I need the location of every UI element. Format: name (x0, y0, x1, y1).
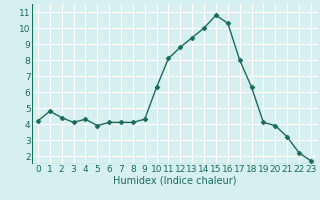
X-axis label: Humidex (Indice chaleur): Humidex (Indice chaleur) (113, 176, 236, 186)
